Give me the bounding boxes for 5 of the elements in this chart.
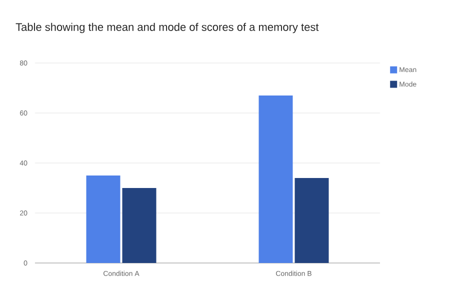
bar bbox=[122, 188, 156, 263]
chart-title: Table showing the mean and mode of scores of a memory test bbox=[16, 22, 319, 34]
bar bbox=[86, 176, 120, 263]
bar bbox=[294, 178, 329, 263]
bar bbox=[258, 96, 293, 263]
